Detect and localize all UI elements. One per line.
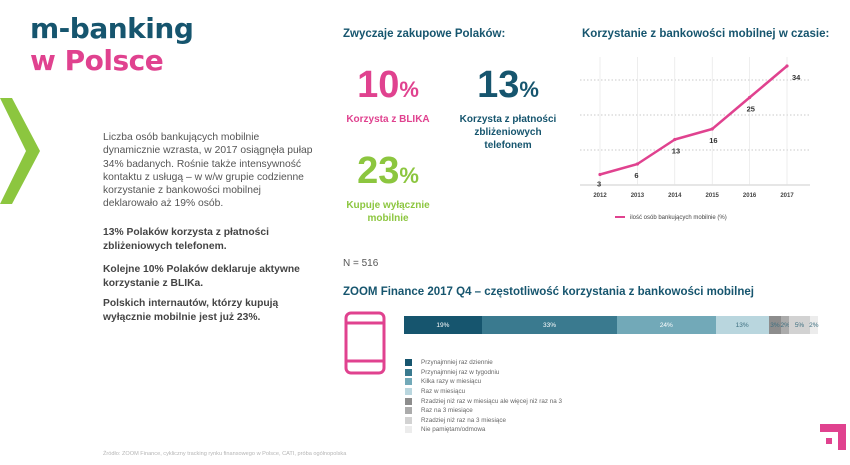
data-point	[673, 137, 677, 142]
legend-item: Nie pamiętam/odmowa	[405, 425, 562, 435]
line-chart: 3 6 13 16 25 34 2012 2013 2014 2015 2016 2017 ilość …	[580, 57, 810, 221]
stat-blik-value: 10%	[357, 64, 419, 106]
legend-label: Raz na 3 miesiące	[421, 407, 473, 415]
x-tick-label: 2017	[780, 193, 794, 199]
segment-label: 33%	[542, 321, 556, 329]
segment-label: 19%	[436, 321, 450, 329]
bar-segment: 33%	[481, 316, 618, 334]
legend-label: Raz w miesiącu	[421, 388, 466, 396]
corner-logo	[820, 424, 846, 450]
segment-label: 13%	[735, 321, 749, 329]
x-tick-label: 2013	[631, 193, 645, 199]
legend-label: Nie pamiętam/odmowa	[421, 426, 486, 434]
stacked-bar: 19% 33% 24% 13% 3% 2% 5% 2%	[404, 316, 819, 334]
legend-item: Przynajmniej raz w tygodniu	[405, 368, 562, 378]
legend-item: Raz w miesiącu	[405, 387, 562, 397]
data-label: 34	[792, 73, 801, 82]
bar-segment: 2%	[780, 316, 790, 334]
stat-blik-label: Korzysta z BLIKA	[346, 114, 430, 125]
legend-swatch	[405, 426, 412, 434]
bar-chart-title: ZOOM Finance 2017 Q4 – częstotliwość kor…	[343, 286, 754, 298]
legend-label: Kilka razy w miesiącu	[421, 378, 482, 386]
legend-swatch	[405, 378, 412, 386]
x-tick-label: 2014	[668, 193, 682, 199]
data-point	[710, 127, 714, 131]
segment-label: 5%	[794, 321, 805, 329]
chevron-decoration	[0, 98, 40, 204]
data-label: 3	[597, 180, 601, 189]
bar-segment: 5%	[789, 316, 810, 334]
legend-item: Rzadziej niż raz w miesiącu ale więcej n…	[405, 396, 562, 406]
page-subtitle: w Polsce	[30, 44, 164, 77]
data-label: 6	[634, 171, 638, 180]
bar-segment: 24%	[617, 316, 716, 334]
legend-swatch	[405, 388, 412, 396]
legend-label: Przynajmniej raz dziennie	[421, 359, 493, 367]
legend-label: Rzadziej niż raz na 3 miesiące	[421, 416, 507, 424]
page-title: m-banking	[30, 12, 194, 45]
stat-contactless-value: 13%	[477, 64, 539, 106]
legend-label: Rzadziej niż raz w miesiącu ale więcej n…	[421, 397, 563, 405]
legend-item: Przynajmniej raz dziennie	[405, 358, 562, 368]
data-point	[598, 172, 602, 177]
bar-legend: Przynajmniej raz dziennie Przynajmniej ra…	[405, 358, 562, 435]
stat-mobile-shopping-value: 23%	[357, 150, 419, 192]
source-note: Źródło: ZOOM Finance, cykliczny tracking…	[103, 451, 347, 457]
legend-swatch	[405, 397, 412, 405]
segment-label: 2%	[809, 321, 819, 329]
segment-label: 2%	[780, 321, 790, 329]
x-tick-label: 2012	[593, 193, 607, 199]
bar-segment: 3%	[768, 316, 782, 334]
fact-blik: Kolejne 10% Polaków deklaruje aktywne ko…	[103, 264, 300, 289]
bar-segment: 2%	[809, 316, 819, 334]
bar-segment: 19%	[404, 316, 482, 334]
phone-icon	[344, 311, 386, 375]
legend-label: Przynajmniej raz w tygodniu	[421, 368, 500, 376]
habits-title: Zwyczaje zakupowe Polaków:	[343, 28, 506, 40]
x-tick-label: 2016	[743, 193, 757, 199]
legend-swatch	[405, 368, 412, 376]
stat-contactless-label: Korzysta z płatności zbliżeniowych telef…	[459, 114, 557, 151]
intro-text: Liczba osób bankujących mobilnie dynamic…	[103, 132, 313, 210]
series-line	[599, 65, 788, 176]
legend-label: ilość osób bankujących mobilnie (%)	[630, 215, 727, 221]
fact-mobile-shopping: Polskich internautów, którzy kupują wyłą…	[103, 298, 279, 323]
data-point	[748, 95, 752, 100]
data-label: 13	[672, 147, 680, 156]
legend-swatch	[405, 416, 412, 424]
fact-contactless: 13% Polaków korzysta z płatności zbliżen…	[103, 227, 269, 252]
sample-size: N = 516	[343, 258, 379, 269]
data-point	[635, 162, 639, 166]
line-chart-title: Korzystanie z bankowości mobilnej w czas…	[582, 28, 830, 40]
x-tick-label: 2015	[706, 193, 720, 199]
bar-segment: 13%	[715, 316, 769, 334]
legend-item: Rzadziej niż raz na 3 miesiące	[405, 416, 562, 426]
legend-item: Raz na 3 miesiące	[405, 406, 562, 416]
segment-label: 24%	[659, 321, 673, 329]
data-label: 16	[709, 136, 717, 145]
data-point	[785, 64, 789, 68]
legend-swatch	[405, 407, 412, 415]
legend-item: Kilka razy w miesiącu	[405, 377, 562, 387]
legend-swatch	[405, 359, 412, 367]
data-label: 25	[747, 105, 755, 114]
segment-label: 3%	[770, 321, 780, 329]
stat-mobile-shopping-label: Kupuje wyłącznie mobilnie	[346, 200, 430, 224]
